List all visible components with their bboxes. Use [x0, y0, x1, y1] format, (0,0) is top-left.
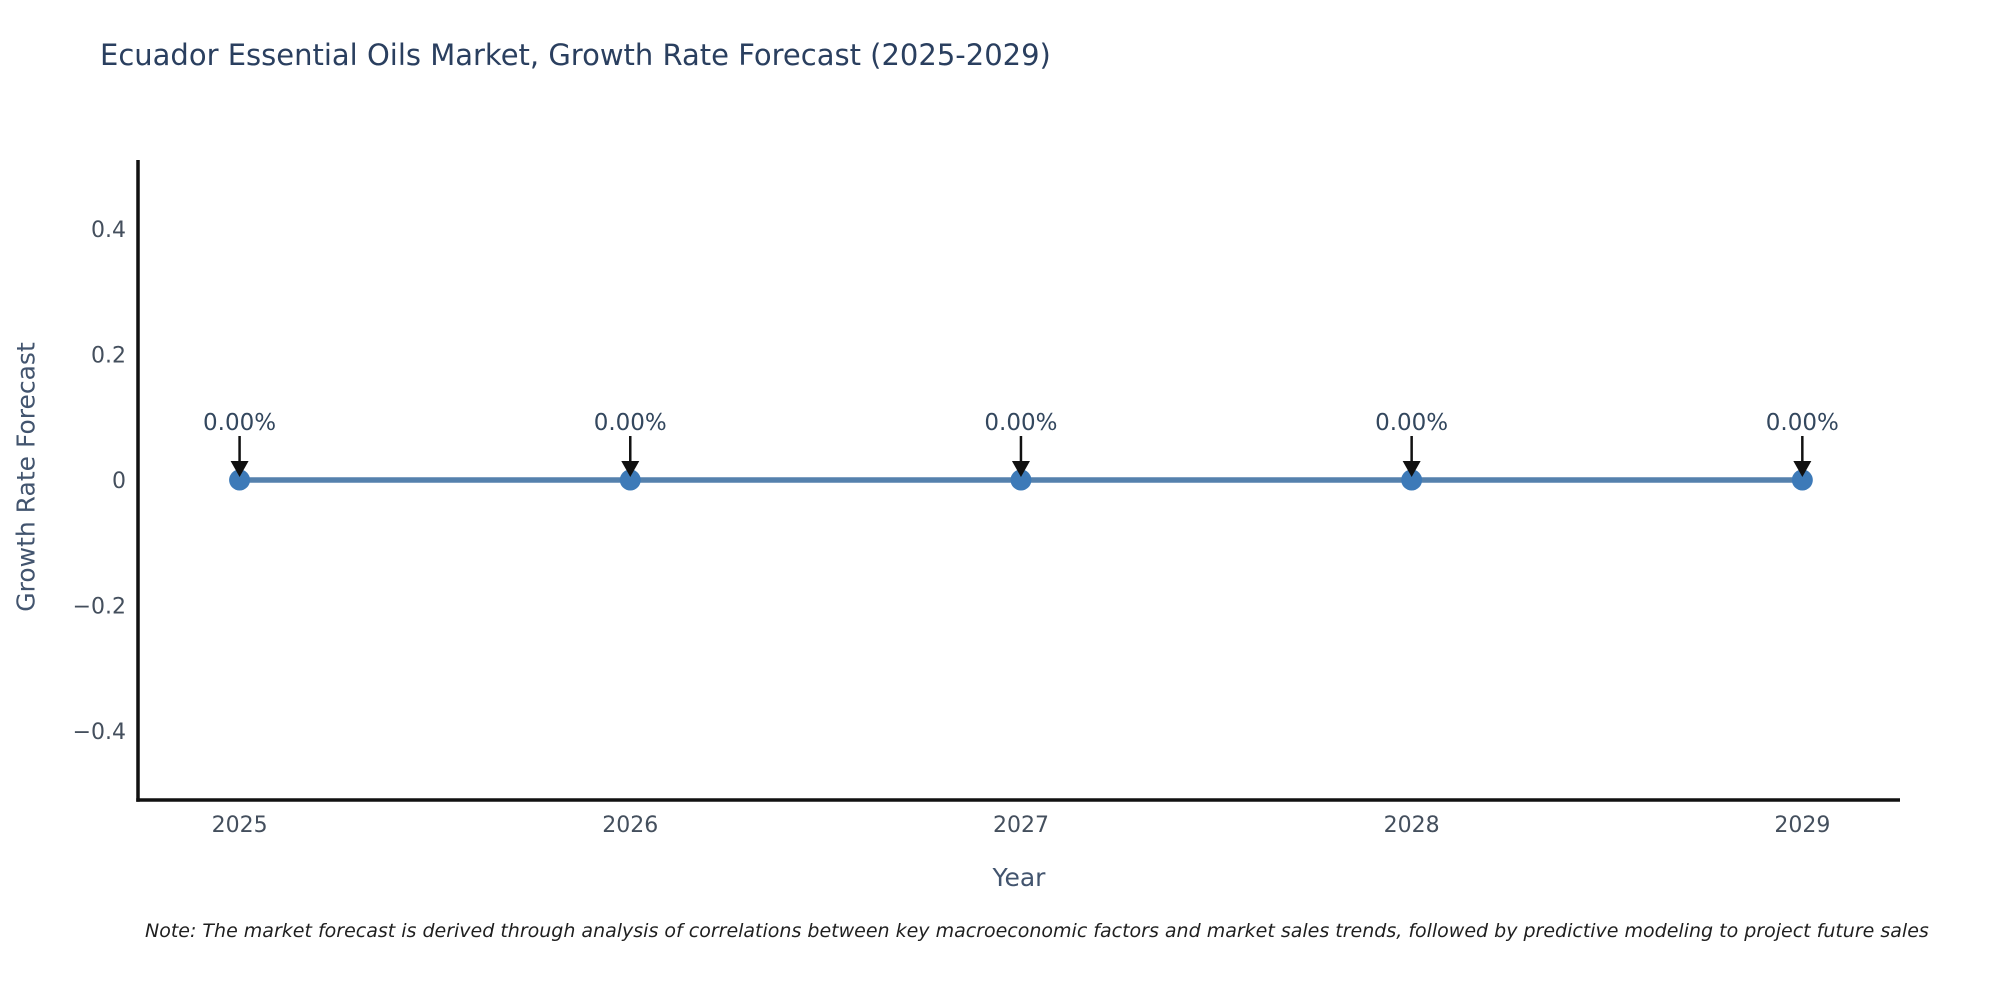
y-tick-label: −0.4 — [73, 720, 126, 745]
annotation-arrow-head — [230, 461, 249, 477]
data-point-marker — [1401, 469, 1423, 491]
annotation-label: 0.00% — [1375, 410, 1448, 436]
annotation-arrow-head — [1793, 461, 1812, 477]
x-tick-label: 2028 — [1384, 813, 1440, 838]
y-tick-label: 0.4 — [91, 218, 126, 243]
annotation-label: 0.00% — [594, 410, 667, 436]
y-axis-title: Growth Rate Forecast — [11, 342, 41, 612]
x-tick-label: 2025 — [212, 813, 268, 838]
annotation-arrow-head — [621, 461, 640, 477]
y-tick-label: 0 — [112, 469, 126, 494]
annotation-arrow-head — [1011, 461, 1030, 477]
data-point-marker — [1010, 469, 1032, 491]
annotation-arrow-head — [1402, 461, 1421, 477]
data-point-marker — [229, 469, 251, 491]
x-tick-label: 2027 — [993, 813, 1049, 838]
chart-title: Ecuador Essential Oils Market, Growth Ra… — [100, 38, 1051, 72]
y-tick-label: −0.2 — [73, 594, 126, 619]
x-tick-label: 2026 — [602, 813, 658, 838]
x-axis-title: Year — [992, 863, 1046, 892]
x-tick-label: 2029 — [1774, 813, 1830, 838]
annotation-label: 0.00% — [984, 410, 1057, 436]
footnote: Note: The market forecast is derived thr… — [145, 920, 1929, 942]
data-point-marker — [1791, 469, 1813, 491]
y-tick-label: 0.2 — [91, 344, 126, 369]
data-point-marker — [619, 469, 641, 491]
annotation-label: 0.00% — [203, 410, 276, 436]
annotation-label: 0.00% — [1766, 410, 1839, 436]
